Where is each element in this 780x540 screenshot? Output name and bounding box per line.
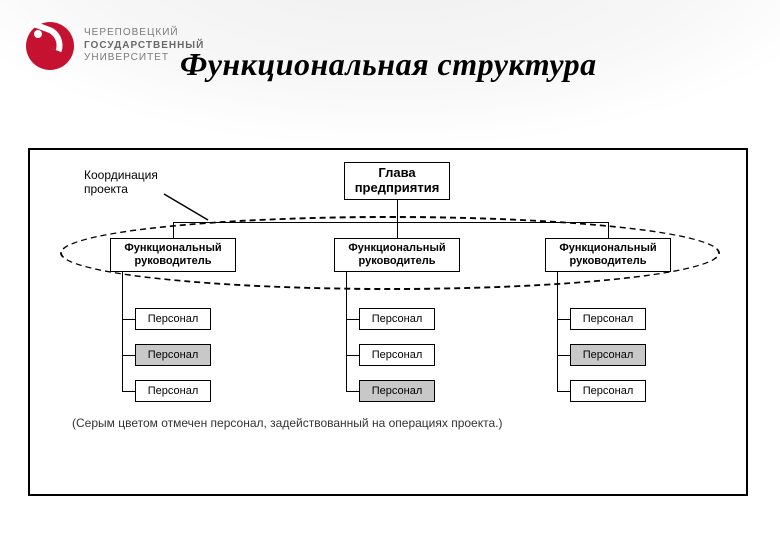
connector bbox=[346, 355, 359, 356]
manager-node: Функциональный руководитель bbox=[334, 238, 460, 272]
manager-node: Функциональный руководитель bbox=[110, 238, 236, 272]
connector bbox=[346, 391, 359, 392]
uni-line1: ЧЕРЕПОВЕЦКИЙ bbox=[84, 27, 204, 40]
connector bbox=[346, 272, 347, 392]
header: ЧЕРЕПОВЕЦКИЙ ГОСУДАРСТВЕННЫЙ УНИВЕРСИТЕТ bbox=[26, 22, 204, 70]
slide-title: Функциональная структура bbox=[180, 46, 597, 83]
connector bbox=[122, 272, 123, 392]
staff-node: Персонал bbox=[570, 380, 646, 402]
staff-node: Персонал bbox=[135, 308, 211, 330]
connector bbox=[557, 272, 558, 392]
head-node: Глава предприятия bbox=[344, 162, 450, 200]
connector bbox=[122, 391, 135, 392]
footnote: (Серым цветом отмечен персонал, задейств… bbox=[72, 416, 502, 430]
staff-node-shaded: Персонал bbox=[135, 344, 211, 366]
coordination-label: Координация проекта bbox=[84, 168, 158, 196]
staff-node: Персонал bbox=[359, 308, 435, 330]
connector bbox=[557, 319, 570, 320]
university-logo-icon bbox=[26, 22, 74, 70]
staff-node-shaded: Персонал bbox=[570, 344, 646, 366]
staff-node-shaded: Персонал bbox=[359, 380, 435, 402]
connector bbox=[122, 319, 135, 320]
staff-node: Персонал bbox=[135, 380, 211, 402]
staff-node: Персонал bbox=[359, 344, 435, 366]
staff-node: Персонал bbox=[570, 308, 646, 330]
connector bbox=[557, 355, 570, 356]
connector bbox=[557, 391, 570, 392]
separator-line bbox=[30, 410, 746, 411]
diagram-frame: Координация проекта Глава предприятия Фу… bbox=[28, 148, 748, 496]
connector bbox=[122, 355, 135, 356]
manager-node: Функциональный руководитель bbox=[545, 238, 671, 272]
connector bbox=[346, 319, 359, 320]
